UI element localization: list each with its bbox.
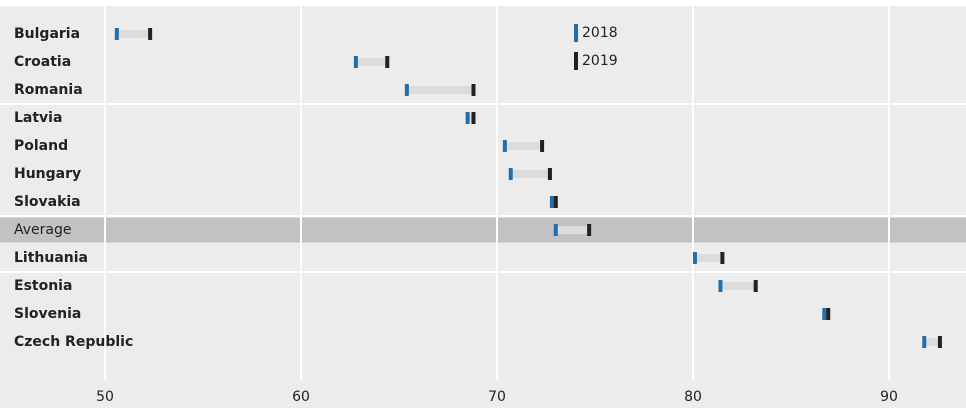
connector <box>720 282 756 290</box>
connector <box>555 226 590 234</box>
legend-swatch <box>574 24 578 42</box>
category-label: Slovakia <box>14 194 81 210</box>
dot-2018 <box>718 280 723 292</box>
category-label: Bulgaria <box>14 26 80 42</box>
connector <box>116 30 151 38</box>
connector <box>924 338 940 346</box>
dot-2018 <box>553 224 558 236</box>
connector <box>504 142 543 150</box>
connector <box>355 58 388 66</box>
dot-2019 <box>471 112 476 124</box>
legend-label: 2018 <box>582 25 618 41</box>
dot-2018 <box>922 336 927 348</box>
connector <box>694 254 723 262</box>
dot-2018 <box>508 168 513 180</box>
category-label: Latvia <box>14 110 62 126</box>
dot-2018 <box>692 252 697 264</box>
dot-2019 <box>720 252 725 264</box>
connector <box>406 86 474 94</box>
category-label: Average <box>14 222 72 238</box>
dot-2018 <box>114 28 119 40</box>
legend-swatch <box>574 52 578 70</box>
dot-2019 <box>826 308 831 320</box>
category-label: Slovenia <box>14 306 81 322</box>
dot-2018 <box>404 84 409 96</box>
dot-2018 <box>822 308 827 320</box>
dot-2019 <box>385 56 390 68</box>
dot-2018 <box>353 56 358 68</box>
connector <box>510 170 550 178</box>
category-label: Poland <box>14 138 68 154</box>
dot-2018 <box>549 196 554 208</box>
dot-2019 <box>587 224 592 236</box>
plot-background <box>0 6 966 408</box>
connector <box>467 114 474 122</box>
dot-2019 <box>937 336 942 348</box>
x-tick-label: 70 <box>488 389 506 405</box>
x-tick-label: 90 <box>880 389 898 405</box>
dot-2019 <box>540 140 545 152</box>
category-label: Lithuania <box>14 250 88 266</box>
category-label: Czech Republic <box>14 334 133 350</box>
dot-2019 <box>148 28 153 40</box>
dot-2019 <box>547 168 552 180</box>
category-label: Estonia <box>14 278 72 294</box>
legend-label: 2019 <box>582 53 618 69</box>
category-label: Romania <box>14 82 83 98</box>
category-label: Hungary <box>14 166 81 182</box>
highlight-band <box>0 217 966 243</box>
x-tick-label: 50 <box>96 389 114 405</box>
dot-2019 <box>553 196 558 208</box>
dot-2018 <box>465 112 470 124</box>
dot-2019 <box>471 84 476 96</box>
x-tick-label: 60 <box>292 389 310 405</box>
x-tick-label: 80 <box>684 389 702 405</box>
dot-2019 <box>753 280 758 292</box>
dot-2018 <box>502 140 507 152</box>
category-label: Croatia <box>14 54 71 70</box>
